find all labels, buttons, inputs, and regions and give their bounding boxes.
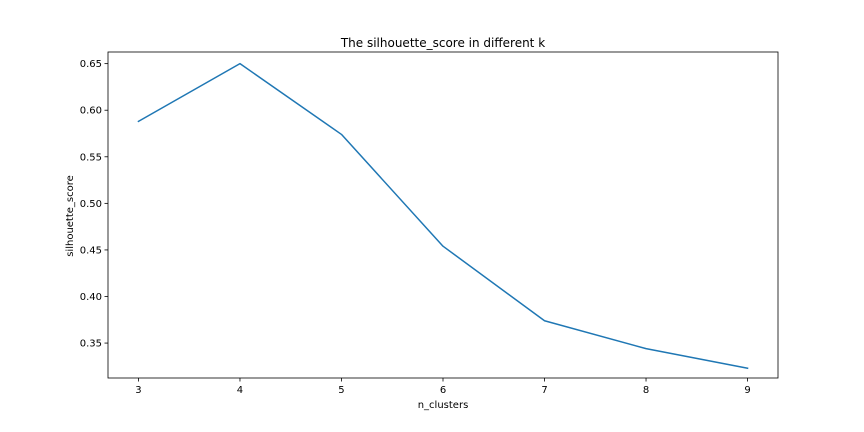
series-line-0 [137, 62, 749, 370]
y-tick-label: 0.55 [80, 152, 102, 163]
x-tick-label: 9 [744, 385, 750, 396]
x-tick-label: 7 [541, 385, 547, 396]
plot-area [107, 51, 779, 379]
x-tick-label: 8 [643, 385, 649, 396]
x-tick-label: 3 [135, 385, 141, 396]
y-tick-label: 0.40 [80, 292, 102, 303]
x-tick-label: 4 [237, 385, 243, 396]
y-axis-label: silhouette_score [65, 175, 76, 257]
x-axis: 3 4 5 6 7 8 9 [135, 378, 751, 396]
y-tick-label: 0.50 [80, 199, 102, 210]
y-tick-label: 0.65 [80, 59, 102, 70]
plot-frame [107, 51, 779, 379]
y-axis: 0.35 0.40 0.45 0.50 0.55 0.60 0.65 [80, 59, 108, 350]
y-tick-label: 0.60 [80, 106, 102, 117]
x-axis-label: n_clusters [418, 400, 469, 411]
y-tick-label: 0.45 [80, 245, 102, 256]
x-tick-label: 6 [440, 385, 446, 396]
y-tick-label: 0.35 [80, 339, 102, 350]
chart-title: The silhouette_score in different k [340, 36, 545, 50]
x-tick-label: 5 [338, 385, 344, 396]
